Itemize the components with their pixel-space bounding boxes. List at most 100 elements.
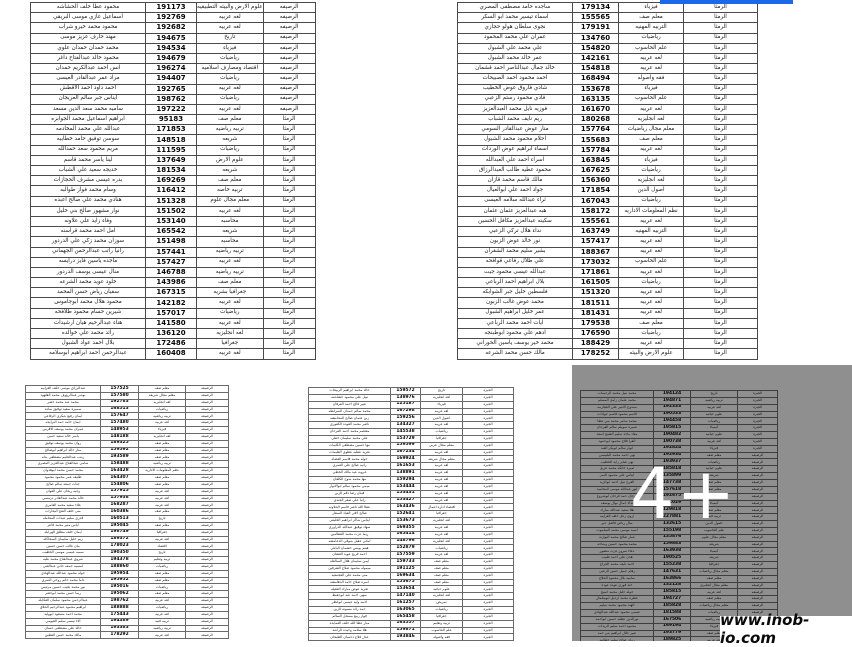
cell-subject: تمريض (420, 599, 463, 607)
cell-subject: لغه عربيه (420, 482, 463, 491)
table-row: مريم محمود سعد حمدالله 111595 رياضيات الرمث… (30, 144, 316, 156)
cell-number: 111595 (145, 144, 197, 156)
cell-district: الرمثا (262, 114, 316, 126)
cell-name: محمد حسن محمد ابوهدوان (25, 467, 101, 475)
cell-district: الرصيفه (185, 439, 229, 448)
cell-district: الجيزه (462, 482, 514, 491)
cell-number: 136120 (145, 327, 197, 340)
cell-subject: تاريخ (420, 387, 463, 395)
table-row: محمد سالم حمدان السرابطه 167298 لغه عربيه ا… (308, 407, 514, 416)
cell-district: الجيزه (462, 619, 514, 628)
cell-name: خوله محمود عبدالله عبدالهادي (25, 569, 101, 578)
cell-district: الرصيفه (185, 501, 229, 510)
cell-name: قدري سليم عيدات المحامله (25, 515, 101, 523)
cell-district: الرصيفه (185, 412, 229, 421)
cell-subject: لغه عربيه (420, 530, 463, 539)
cell-number: 194389 (100, 617, 139, 626)
cell-number: 167315 (145, 287, 197, 299)
cell-number: 193846 (390, 633, 421, 642)
cell-district: الرصيفه (185, 569, 229, 578)
cell-number: 158172 (572, 205, 619, 217)
cell-name: سوزان محمد زكي علي الدردور (30, 236, 146, 248)
cell-number: 198762 (100, 597, 139, 605)
cell-name: لينا ياسر محمد قاسم (30, 154, 146, 167)
more-photos-count[interactable]: 4+ (630, 453, 738, 535)
cell-name: ميموله محمود صلاح الشرفين (308, 564, 391, 573)
table-row: ريم نايف محمد الشباب 180268 لغه انجليزيه ال… (457, 114, 758, 126)
table-row: محمد عثمان زامل المسلم 194871 تربيه رياضيه… (580, 396, 778, 405)
cell-name: ريم خليل سليمان السحاكله (25, 535, 101, 544)
cell-subject: لغه انجليزيه (618, 114, 684, 126)
cell-subject: معلم صف (618, 317, 684, 330)
table-row: اسره صلاح حامد الدهامشه 153675 معلم صف الجي… (308, 578, 514, 587)
cell-number: 95183 (145, 114, 197, 126)
cell-number: 194378 (100, 556, 139, 564)
photo-more-images[interactable]: محمد نبيل محمد الرحيمات 194124 تاريخ الجيزه… (572, 365, 852, 641)
cell-number: 156360 (572, 175, 619, 187)
table-row: هدن علي احمد طبيب 190525 شريعه الرصيفه (580, 554, 778, 563)
table-row: ايناس جبر سالم العريجان 198762 رياضيات الرص… (30, 93, 316, 105)
cell-district: الجيزه (462, 578, 514, 587)
cell-district: الرصيفه (185, 521, 229, 530)
cell-district: الجيزه (462, 400, 514, 409)
cell-number: 148518 (145, 134, 197, 146)
table-row: منى خلف الفتح البحارات 160386 معلم صف الرصي… (25, 508, 229, 517)
cell-district: الرصيفه (185, 576, 229, 585)
cell-district: الرمثا (683, 103, 758, 116)
cell-number: 153729 (390, 434, 421, 443)
cell-subject: لغه عربيه (196, 317, 264, 330)
cell-number: 157784 (572, 144, 619, 156)
cell-district: الرمثا (683, 32, 758, 44)
table-row: عمران علي محمد المحمود 134760 رياضيات الرمث… (457, 32, 758, 44)
cell-number: 151502 (145, 205, 197, 217)
cell-name: مريم محمود سعد حمدالله (30, 144, 146, 156)
table-row: هلا سلامه وحيده الراشد 159871 علم الحاسوب ا… (308, 626, 514, 635)
cell-subject: معلم مجال شريعه (138, 391, 186, 400)
photo-roster-top[interactable]: محمود عطا خلف الحشاشه 191173 علوم الارض وا… (0, 0, 852, 363)
table-row: رانيا راتب عبدالرحمن الجهماني 157441 تربيه… (30, 246, 316, 258)
cell-subject: جغرافيا (196, 338, 264, 350)
cell-district: الرمثا (262, 266, 316, 279)
table-row: ايمان حامد حمد البرايجه 157480 لغه عربيه ال… (25, 419, 229, 428)
cell-name: خوله محمد قاسم القضاه (308, 455, 391, 464)
cell-subject: اقتصاد (138, 542, 186, 551)
cell-subject: شريعه (196, 134, 264, 146)
cell-district: الرمثا (683, 114, 758, 126)
cell-district: الرمثا (683, 164, 758, 177)
cell-district: الجيزه (462, 606, 514, 614)
cell-name: بيان غالب حسن حسين (25, 542, 101, 551)
cell-subject: رياضيات (196, 144, 264, 156)
cell-number: 169634 (390, 571, 421, 580)
cell-name: ناصر محمد العوده الكفوري (308, 421, 391, 430)
table-row: عبدالرحمن احمد ابراهيم ابوسلامه 160408 لغه… (30, 348, 316, 360)
cell-subject: تربيه رياضيه (138, 624, 186, 633)
table-row: جنات جمعه سالم صالح 154806 معلم صف الرصيفه (25, 480, 229, 489)
cell-name: فادي محمود رستم الزعبي (457, 93, 573, 105)
cell-number: 125187 (390, 400, 421, 409)
cell-number: 159592 (100, 446, 139, 455)
photo-roster-bottom-left[interactable]: عبدالرزاق موسى خلف الغرايبه 157525 معلم صف… (0, 368, 236, 641)
table-row: خديجه سعيد علي الشباب 181534 شريعه الرمثا (30, 164, 316, 177)
cell-subject: علوم الارض (196, 154, 264, 167)
cell-number: 167298 (390, 407, 421, 416)
cell-subject: معلم صف (420, 564, 463, 573)
table-row: فلسطين خليل جبر الشوابكه 151320 لغه عربيه ا… (457, 287, 758, 299)
cell-name: ريم نايف محمد الشباب (457, 114, 573, 126)
cell-district: الرصيفه (185, 590, 229, 599)
photo-roster-bottom-middle[interactable]: خالد محمد ابراهيم الربيحات 159572 تاريخ الج… (240, 368, 520, 642)
cell-district: الرمثا (683, 83, 758, 95)
cell-subject: تربيه رياضيه (196, 246, 264, 258)
cell-district: الرمثا (683, 93, 758, 105)
cell-number: 196274 (145, 63, 197, 75)
roster-table-bottom-left: عبدالرزاق موسى خلف الغرايبه 157525 معلم صف… (25, 385, 229, 640)
cell-number: 195952 (100, 576, 139, 585)
cell-district: الرصيفه (262, 103, 316, 116)
cell-subject: لغه عربيه (138, 501, 186, 510)
cell-subject: معلم صف (138, 576, 186, 585)
cell-subject: لغه عربيه (138, 631, 186, 640)
cell-subject: تربيه رياضيه (196, 124, 264, 136)
cell-name: فواز ربيع مسحل السالم (308, 612, 391, 621)
table-row: محمد خير يوسف ياسين الحوراني 188429 لغه عر… (457, 338, 758, 350)
table-row: فينان رضا دقم الزبن 153431 لغه عربيه الجيزه (308, 489, 514, 498)
table-row: سهاد توفيق عبدالله الدراوري 169355 لغه عرب… (308, 523, 514, 532)
